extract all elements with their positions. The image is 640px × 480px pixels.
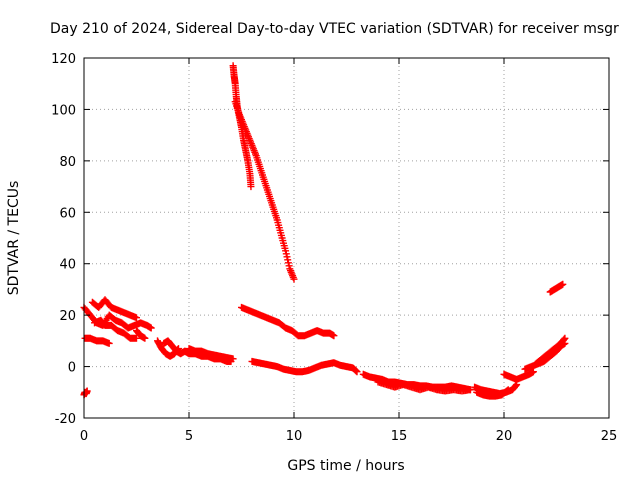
data-point: [504, 386, 512, 394]
x-tick-label: 15: [391, 429, 408, 444]
series-arc-11: [231, 98, 298, 283]
data-point: [83, 387, 91, 395]
axis-ticks: [83, 57, 610, 419]
data-series: [80, 62, 569, 400]
chart-title: Day 210 of 2024, Sidereal Day-to-day VTE…: [50, 21, 619, 37]
x-axis-label: GPS time / hours: [287, 458, 404, 474]
data-point: [290, 275, 298, 283]
y-tick-label: 60: [59, 206, 76, 221]
x-tick-labels: 0 5 10 15 20 25: [80, 429, 617, 444]
series-arc-6: [133, 327, 149, 342]
y-tick-label: 80: [59, 155, 76, 170]
y-tick-labels: -20 0 20 40 60 80 100 120: [51, 52, 76, 427]
data-point: [561, 334, 569, 342]
y-axis-label: SDTVAR / TECUs: [6, 181, 22, 296]
y-tick-label: -20: [55, 412, 76, 427]
series-arc-13: [248, 357, 361, 376]
data-point: [141, 334, 149, 342]
series-arc-18: [500, 368, 537, 383]
series-arc-12: [238, 303, 338, 340]
x-tick-label: 10: [286, 429, 303, 444]
data-point: [247, 183, 255, 191]
y-tick-label: 120: [51, 52, 76, 67]
y-tick-label: 0: [68, 361, 76, 376]
y-tick-label: 100: [51, 103, 76, 118]
series-arc-15: [374, 378, 474, 395]
plot-frame: [83, 57, 610, 419]
series-arc-1: [80, 387, 91, 399]
y-tick-label: 40: [59, 258, 76, 273]
y-tick-label: 20: [59, 309, 76, 324]
gridlines: [84, 58, 609, 418]
series-arc-5: [91, 316, 140, 342]
series-arc-20: [532, 334, 569, 368]
x-tick-label: 0: [80, 429, 88, 444]
data-point: [503, 387, 511, 395]
x-tick-label: 25: [601, 429, 618, 444]
series-arc-17: [473, 386, 512, 400]
data-point: [559, 280, 567, 288]
data-point: [105, 339, 113, 347]
series-arc-21: [546, 280, 567, 296]
data-point: [466, 386, 474, 394]
series-arc-9: [185, 345, 237, 363]
series-arc-4: [81, 334, 113, 347]
data-point: [133, 314, 140, 322]
data-point: [353, 368, 361, 376]
x-tick-label: 20: [496, 429, 513, 444]
data-point: [133, 334, 140, 342]
data-point: [529, 368, 537, 376]
data-point: [330, 332, 338, 340]
x-tick-label: 5: [185, 429, 193, 444]
series-arc-3: [88, 296, 140, 322]
data-point: [229, 355, 237, 363]
data-point: [147, 324, 155, 332]
